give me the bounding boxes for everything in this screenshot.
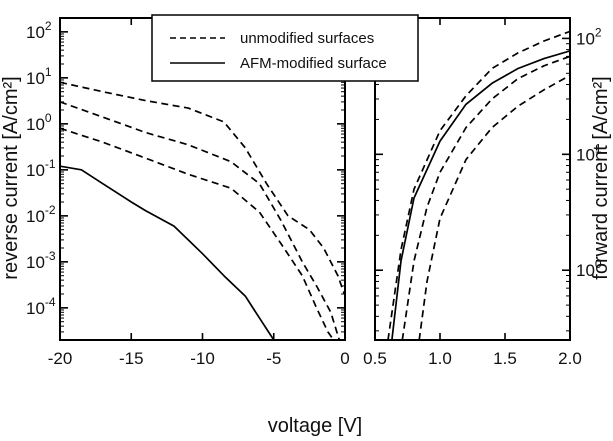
reverse-series-unmodified-3: [60, 127, 335, 340]
forward-series-group: [387, 30, 570, 340]
reverse-current-panel: -20 -15 -10 -5 0 10-4 10-3 10-2 10-1 100 101 102: [26, 17, 350, 368]
forward-y-tick-label: 101: [576, 141, 602, 164]
forward-current-panel: 0.5 1.0 1.5 2.0 100 101 102: [363, 17, 602, 368]
reverse-x-tick-label: -5: [266, 349, 281, 368]
reverse-series-afm-modified: [60, 165, 275, 340]
reverse-y-tick-label: 10-4: [26, 295, 56, 318]
forward-series-unmodified-1: [387, 30, 570, 340]
forward-series-unmodified-3: [418, 74, 570, 340]
reverse-y-tick-label: 10-2: [26, 203, 56, 226]
forward-x-tick-label: 2.0: [558, 349, 582, 368]
reverse-y-tick-label: 102: [26, 19, 52, 42]
reverse-x-tick-label: -15: [119, 349, 144, 368]
reverse-series-group: [60, 81, 345, 340]
forward-x-tick-label: 1.0: [428, 349, 452, 368]
reverse-y-tick-label: 10-3: [26, 249, 56, 272]
reverse-ticks-group: -20 -15 -10 -5 0 10-4 10-3 10-2 10-1 100 101 102: [26, 17, 350, 368]
x-axis-title: voltage [V]: [268, 415, 363, 437]
legend-label-afm: AFM-modified surface: [240, 55, 387, 72]
reverse-x-tick-label: -10: [190, 349, 215, 368]
legend: unmodified surfaces AFM-modified surface: [151, 14, 419, 82]
reverse-x-tick-label: 0: [340, 349, 349, 368]
forward-x-tick-label: 1.5: [493, 349, 517, 368]
reverse-y-tick-label: 10-1: [26, 157, 56, 180]
left-y-axis-title: reverse current [A/cm²]: [0, 76, 22, 279]
forward-plot-frame: [374, 17, 571, 341]
right-y-axis-title: forward current [A/cm²]: [590, 76, 612, 279]
reverse-series-unmodified-2: [60, 101, 341, 340]
forward-series-unmodified-2: [401, 55, 570, 340]
reverse-x-tick-label: -20: [48, 349, 73, 368]
forward-y-tick-label: 100: [576, 257, 602, 280]
reverse-y-tick-label: 101: [26, 65, 52, 88]
reverse-y-tick-label: 100: [26, 111, 52, 134]
forward-y-tick-label: 102: [576, 25, 602, 48]
forward-x-tick-label: 0.5: [363, 349, 387, 368]
legend-label-unmodified: unmodified surfaces: [240, 30, 374, 47]
legend-box: [151, 14, 419, 82]
forward-series-afm-modified: [391, 50, 570, 340]
reverse-series-unmodified-1: [60, 81, 345, 295]
forward-ticks-group: 0.5 1.0 1.5 2.0 100 101 102: [363, 18, 602, 368]
